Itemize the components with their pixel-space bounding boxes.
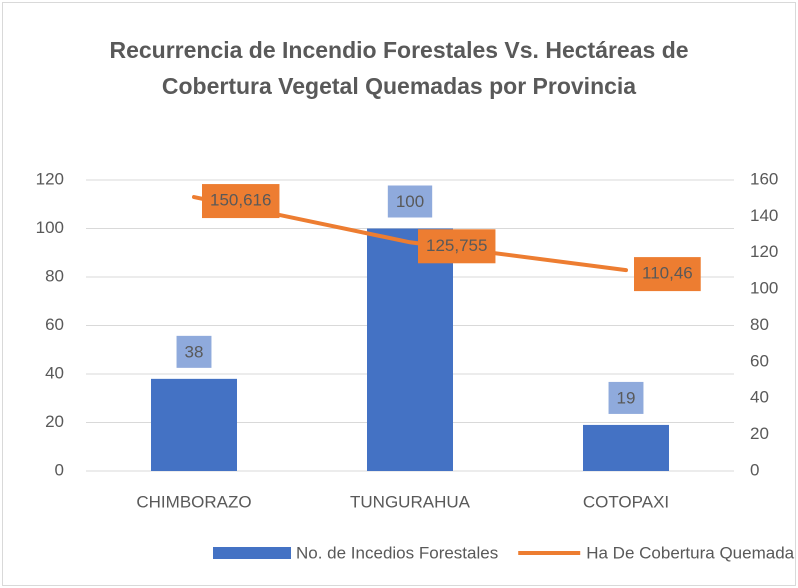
line-label-text: 125,755 <box>426 236 487 255</box>
x-tick-label: TUNGURAHUA <box>350 492 471 511</box>
y2-tick-label: 80 <box>750 315 769 334</box>
y2-tick-label: 160 <box>750 169 778 188</box>
y2-tick-label: 20 <box>750 424 769 443</box>
bar-label-text: 38 <box>185 342 204 361</box>
y-tick-label: 60 <box>45 315 64 334</box>
bar-label: 19 <box>608 381 644 414</box>
y-tick-label: 120 <box>36 169 64 188</box>
line-label-box <box>202 184 280 219</box>
chart-title: Recurrencia de Incendio Forestales Vs. H… <box>109 37 689 99</box>
line-label: 150,616 <box>202 184 280 219</box>
x-tick-label: CHIMBORAZO <box>136 492 251 511</box>
bar-label: 38 <box>176 335 212 368</box>
line-label: 110,46 <box>634 257 701 292</box>
bar-label-text: 100 <box>396 192 424 211</box>
line-label-text: 150,616 <box>210 191 271 210</box>
line-label: 125,755 <box>418 229 496 264</box>
bar-label-text: 19 <box>617 388 636 407</box>
y2-tick-label: 100 <box>750 279 778 298</box>
legend-label: Ha De Cobertura Quemada <box>586 543 794 562</box>
legend-swatch <box>213 547 291 559</box>
y-tick-label: 80 <box>45 266 64 285</box>
y2-tick-label: 0 <box>750 460 759 479</box>
y2-tick-label: 140 <box>750 206 778 225</box>
bar-label-box <box>176 335 212 368</box>
y-tick-label: 20 <box>45 412 64 431</box>
bar-label: 100 <box>387 185 433 218</box>
line-label-text: 110,46 <box>642 264 693 283</box>
line-label-box <box>634 257 701 292</box>
y-tick-label: 40 <box>45 363 64 382</box>
bar <box>367 228 453 471</box>
bar <box>151 378 237 471</box>
legend-label: No. de Incedios Forestales <box>296 543 498 562</box>
line-label-box <box>418 229 496 264</box>
bar <box>583 424 669 471</box>
y2-tick-label: 60 <box>750 351 769 370</box>
y2-tick-label: 40 <box>750 388 769 407</box>
y-tick-label: 100 <box>36 218 64 237</box>
x-tick-label: COTOPAXI <box>583 492 669 511</box>
y2-tick-label: 120 <box>750 242 778 261</box>
y-tick-label: 0 <box>55 460 64 479</box>
bar-label-box <box>387 185 433 218</box>
bar-label-box <box>608 381 644 414</box>
